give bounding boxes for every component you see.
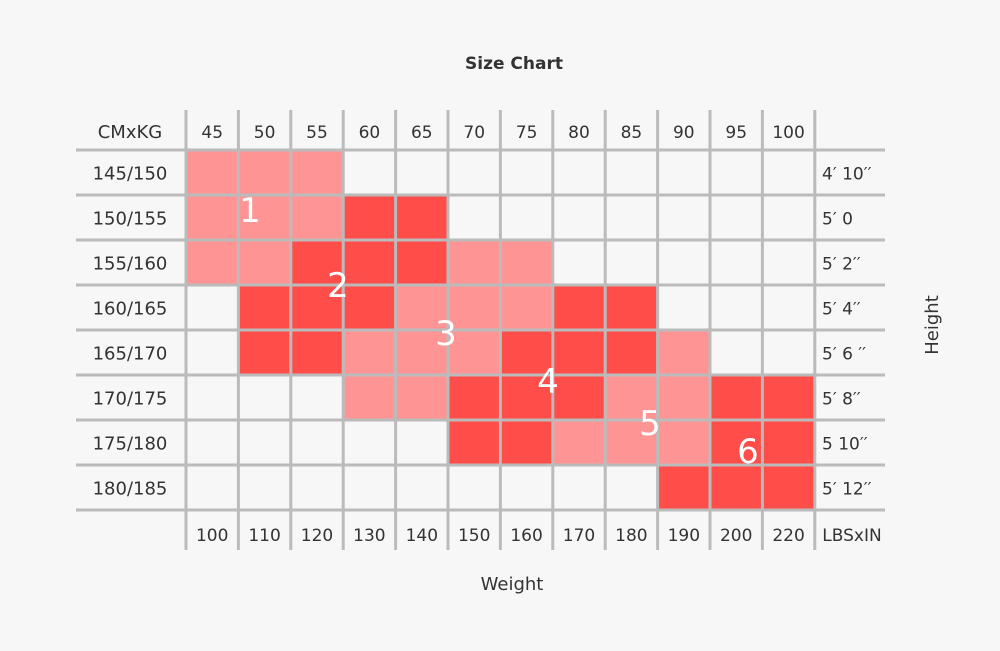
lbs-column-label: 100	[196, 526, 228, 546]
size-region-cell	[290, 240, 449, 286]
in-row-label: 5′ 8′′	[822, 390, 861, 410]
size-region-cell	[343, 330, 501, 376]
size-label: 5	[639, 404, 661, 444]
size-region-cell	[186, 195, 344, 241]
cm-row-label: 175/180	[93, 434, 168, 455]
lbs-column-label: 120	[301, 526, 333, 546]
y-axis-label: Height	[922, 295, 943, 355]
in-row-label: 5′ 6 ′′	[822, 345, 866, 365]
corner-cmxkg: CMxKG	[98, 122, 163, 143]
in-row-label: 5′ 0	[822, 210, 853, 230]
lbs-column-label: 130	[353, 526, 385, 546]
lbs-column-label: 150	[458, 526, 490, 546]
in-row-label: 5′ 4′′	[822, 300, 861, 320]
cm-row-label: 180/185	[93, 479, 168, 500]
in-row-label: 5 10′′	[822, 435, 868, 455]
cm-row-label: 165/170	[93, 344, 168, 365]
cm-row-label: 170/175	[93, 389, 168, 410]
kg-column-label: 70	[463, 123, 485, 143]
size-region-4	[448, 285, 659, 466]
kg-column-label: 65	[411, 123, 433, 143]
lbs-column-label: 200	[720, 526, 752, 546]
kg-column-label: 50	[254, 123, 276, 143]
in-row-label: 4′ 10′′	[822, 165, 872, 185]
cm-row-label: 150/155	[93, 209, 168, 230]
chart-title: Size Chart	[465, 54, 563, 74]
kg-column-label: 60	[359, 123, 381, 143]
kg-column-label: 45	[201, 123, 223, 143]
size-region-cell	[186, 150, 344, 196]
kg-column-label: 100	[772, 123, 804, 143]
kg-column-label: 75	[516, 123, 538, 143]
grid-lines	[76, 110, 885, 550]
size-region-cell	[238, 285, 397, 331]
kg-column-label: 85	[621, 123, 643, 143]
kg-column-label: 90	[673, 123, 695, 143]
size-region-cell	[448, 375, 606, 421]
cm-row-label: 155/160	[93, 254, 168, 275]
lbs-column-label: 170	[563, 526, 595, 546]
cm-row-label: 160/165	[93, 299, 168, 320]
size-region-cell	[500, 330, 659, 376]
corner-lbsxin: LBSxIN	[822, 526, 881, 546]
lbs-column-label: 110	[248, 526, 280, 546]
lbs-column-label: 160	[510, 526, 542, 546]
lbs-column-label: 190	[668, 526, 700, 546]
kg-column-label: 80	[568, 123, 590, 143]
x-axis-label: Weight	[481, 574, 544, 595]
lbs-column-label: 220	[772, 526, 804, 546]
kg-column-label: 55	[306, 123, 328, 143]
size-region-1	[186, 150, 344, 286]
kg-column-label: 95	[725, 123, 747, 143]
size-region-cell	[395, 285, 554, 331]
size-label: 1	[239, 191, 261, 231]
size-region-cell	[552, 420, 711, 466]
size-region-cell	[657, 465, 816, 511]
size-region-cell	[657, 330, 711, 376]
size-label: 4	[537, 362, 559, 402]
size-label: 3	[435, 314, 457, 354]
size-label: 6	[737, 432, 759, 472]
cm-row-label: 145/150	[93, 164, 168, 185]
in-row-label: 5′ 2′′	[822, 255, 861, 275]
lbs-column-label: 140	[406, 526, 438, 546]
in-row-label: 5′ 12′′	[822, 480, 872, 500]
size-label: 2	[327, 266, 349, 306]
lbs-column-label: 180	[615, 526, 647, 546]
